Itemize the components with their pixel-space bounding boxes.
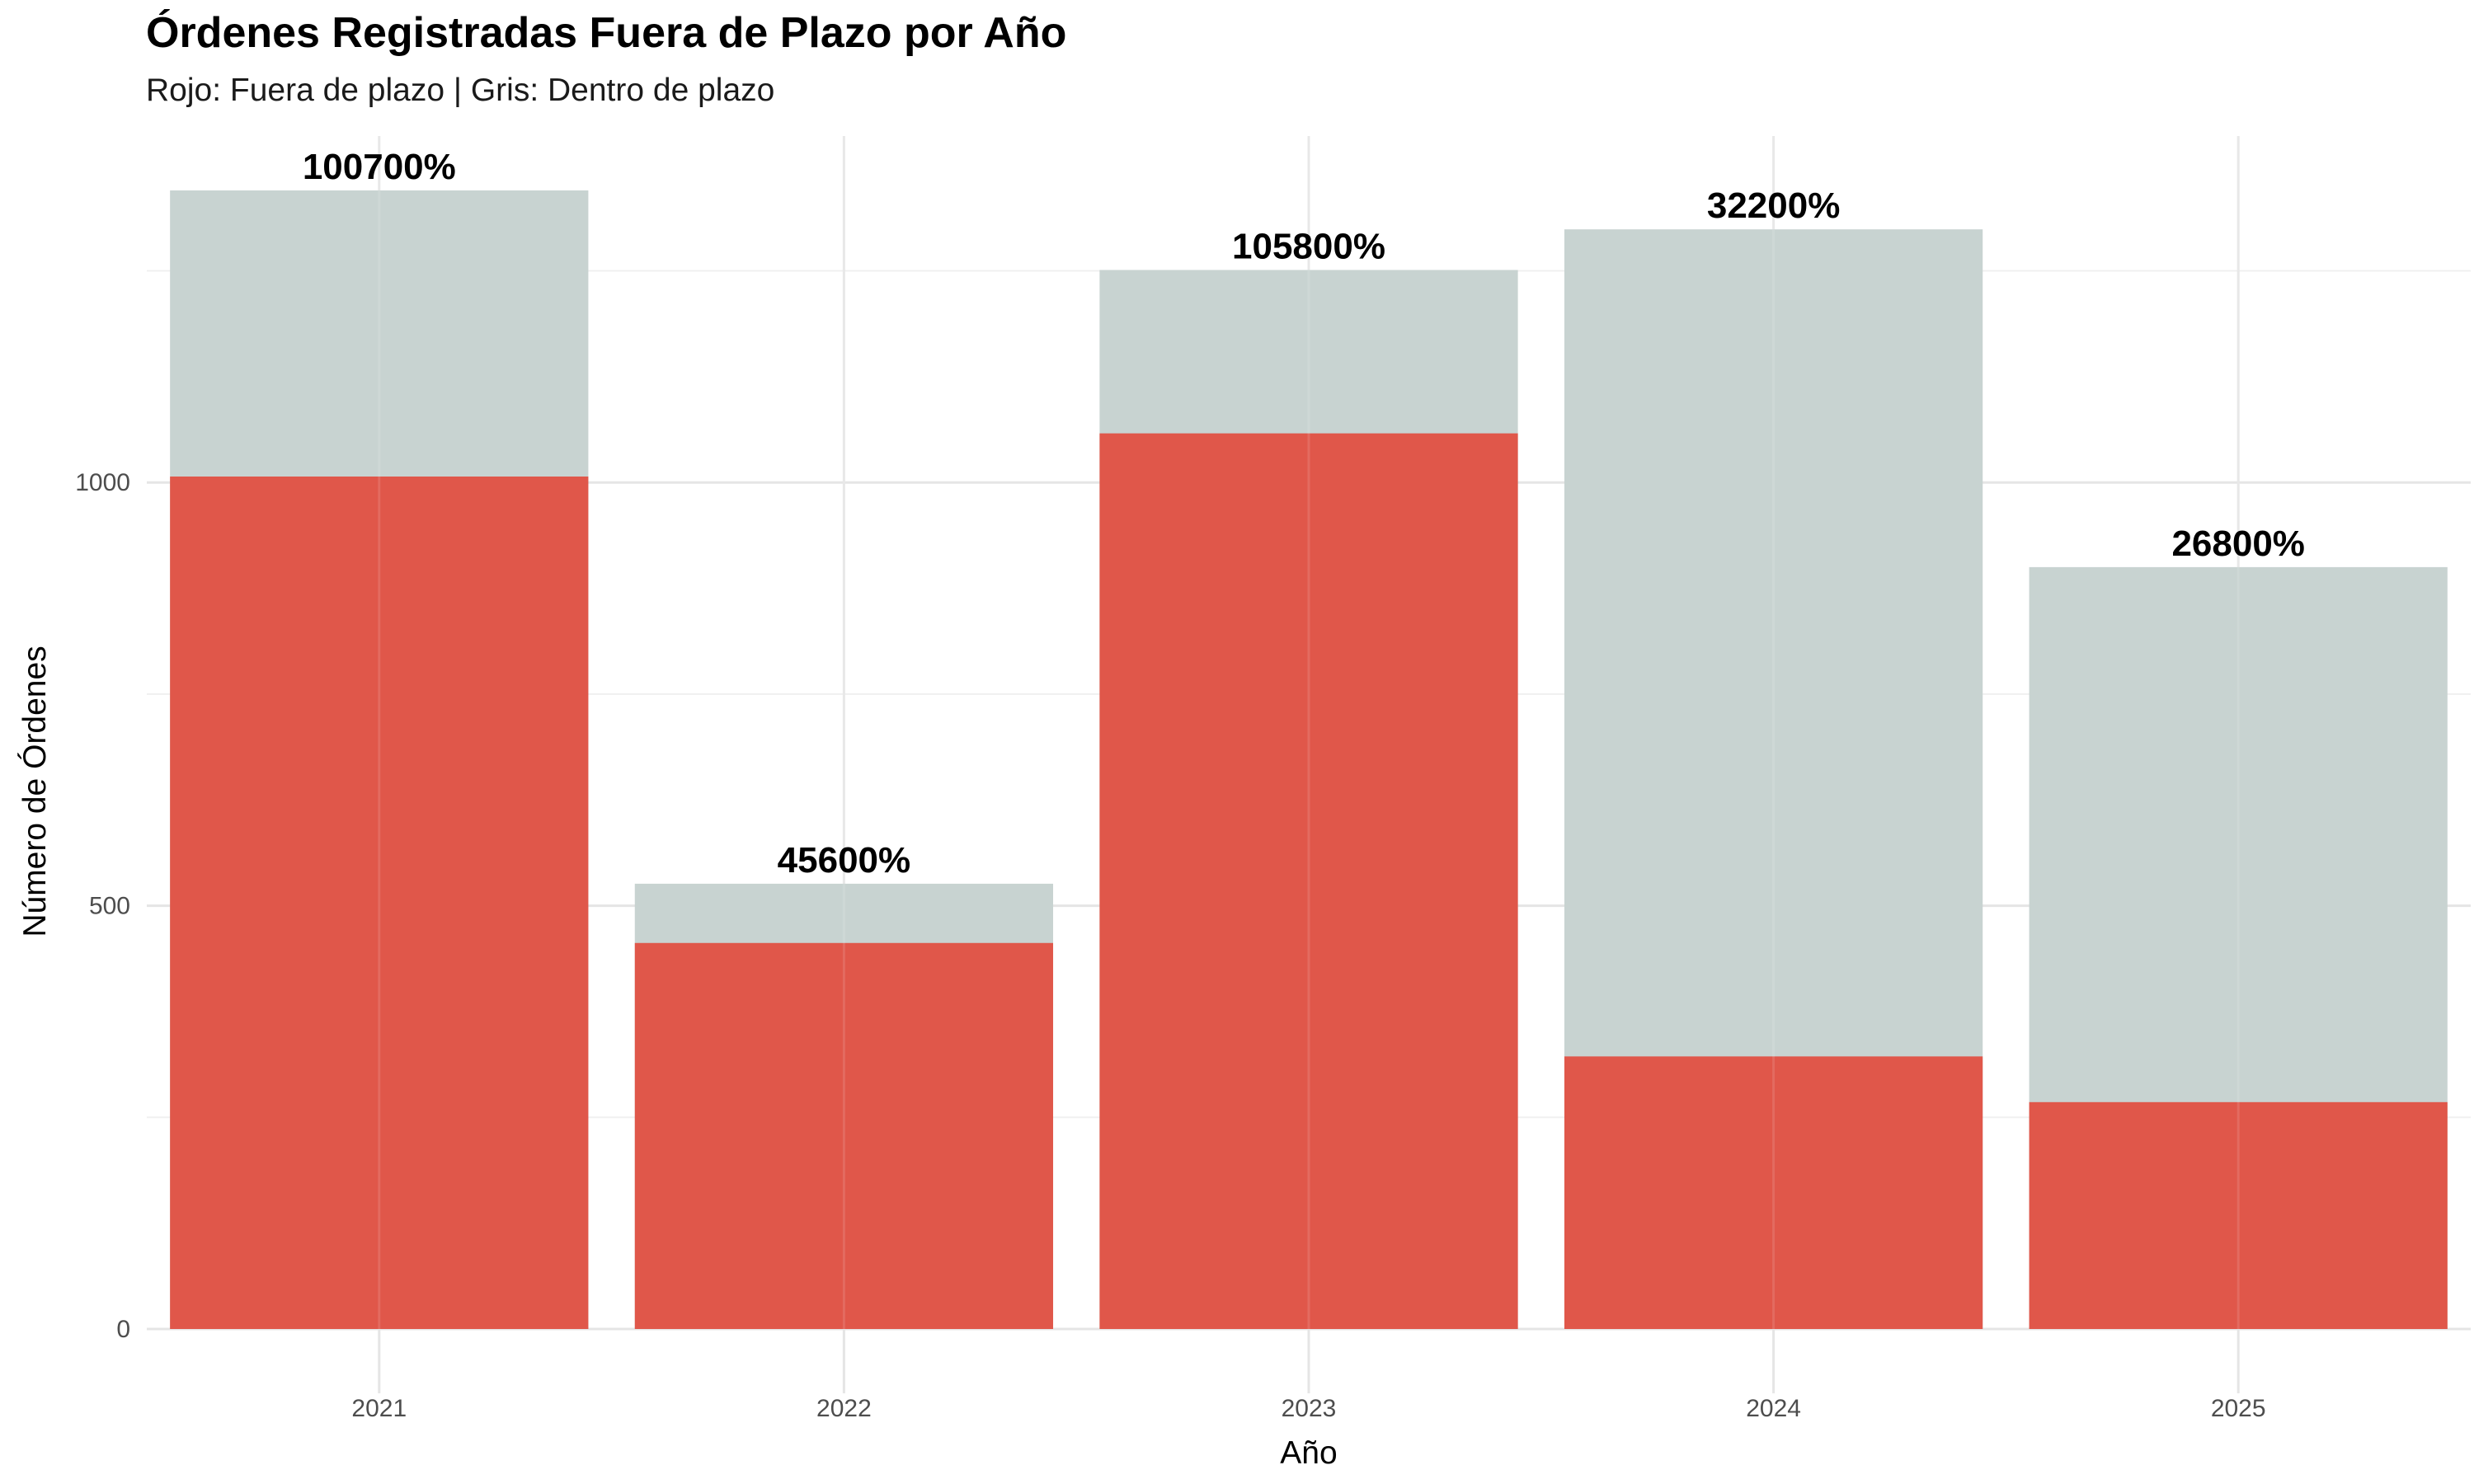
y-tick-label: 1000	[75, 469, 130, 496]
y-axis-title: Número de Órdenes	[17, 646, 53, 937]
bar-data-labels: 100700% 45600% 105800% 32200% 26800%	[303, 147, 2305, 881]
y-tick-label: 500	[89, 893, 130, 920]
bar-label-2021: 100700%	[303, 147, 456, 187]
bar-label-2023: 105800%	[1232, 226, 1385, 266]
bar-late-2022	[634, 942, 1054, 1329]
y-tick-label: 0	[116, 1316, 130, 1343]
bar-label-2022: 45600%	[778, 840, 910, 881]
x-tick-label: 2024	[1746, 1395, 1801, 1422]
bar-late-2023	[1099, 433, 1518, 1329]
bars-out-of-deadline	[170, 433, 2448, 1329]
bar-late-2021	[170, 477, 589, 1329]
bar-label-2024: 32200%	[1707, 186, 1840, 226]
chart-subtitle: Rojo: Fuera de plazo | Gris: Dentro de p…	[146, 73, 775, 108]
x-tick-label: 2021	[351, 1395, 407, 1422]
x-axis-ticks: 2021 2022 2023 2024 2025	[351, 1395, 2265, 1422]
bar-late-2024	[1564, 1056, 1983, 1329]
vertical-grid-overlay	[378, 136, 2240, 1329]
bar-late-2025	[2029, 1101, 2448, 1329]
y-axis-ticks: 0 500 1000	[75, 469, 130, 1343]
chart-title: Órdenes Registradas Fuera de Plazo por A…	[146, 9, 1067, 57]
bar-label-2025: 26800%	[2171, 524, 2304, 564]
x-tick-label: 2025	[2211, 1395, 2266, 1422]
x-axis-title: Año	[1280, 1435, 1337, 1471]
x-tick-label: 2023	[1282, 1395, 1337, 1422]
x-tick-label: 2022	[816, 1395, 872, 1422]
